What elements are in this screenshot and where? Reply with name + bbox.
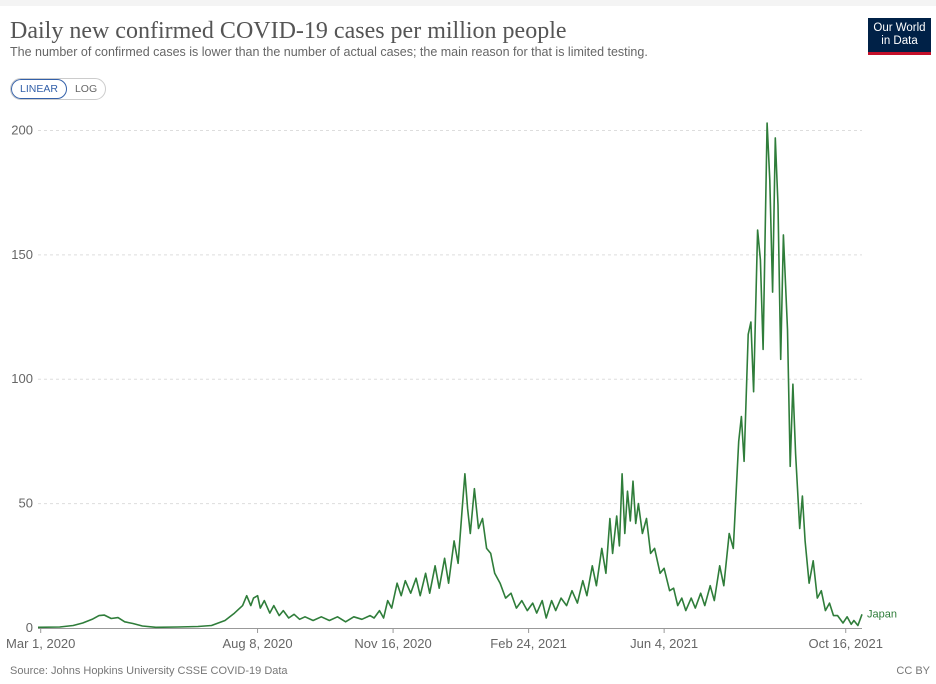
- license-link[interactable]: CC BY: [896, 665, 930, 677]
- source-note[interactable]: Source: Johns Hopkins University CSSE CO…: [10, 665, 288, 677]
- chart-subtitle: The number of confirmed cases is lower t…: [10, 45, 648, 59]
- series-line-japan: [37, 122, 863, 629]
- owid-logo[interactable]: Our World in Data: [868, 18, 931, 55]
- x-tick-label: Feb 24, 2021: [490, 636, 567, 651]
- page-title: Daily new confirmed COVID-19 cases per m…: [10, 18, 567, 44]
- y-tick-label: 200: [11, 122, 33, 137]
- axes: 0 50 100 150 200 Mar 1, 2020 Aug 8, 2020 Nov 16…: [6, 122, 883, 651]
- logo-line-2: in Data: [881, 35, 918, 47]
- linear-scale-button[interactable]: LINEAR: [11, 79, 67, 99]
- y-tick-label: 0: [26, 620, 33, 635]
- series-label: Japan: [867, 608, 897, 620]
- y-tick-label: 150: [11, 247, 33, 262]
- series-layer: Japan: [37, 122, 897, 629]
- log-scale-button[interactable]: LOG: [74, 83, 98, 95]
- grid-lines: [38, 129, 862, 505]
- top-border: [0, 0, 936, 6]
- y-tick-label: 100: [11, 371, 33, 386]
- x-tick-label: Mar 1, 2020: [6, 636, 75, 651]
- x-tick-label: Jun 4, 2021: [630, 636, 698, 651]
- scale-toggle: LINEAR LOG: [10, 78, 107, 100]
- y-tick-label: 50: [19, 496, 33, 511]
- x-tick-label: Oct 16, 2021: [809, 636, 883, 651]
- x-tick-label: Nov 16, 2020: [354, 636, 431, 651]
- logo-line-1: Our World: [873, 22, 926, 34]
- x-tick-label: Aug 8, 2020: [222, 636, 292, 651]
